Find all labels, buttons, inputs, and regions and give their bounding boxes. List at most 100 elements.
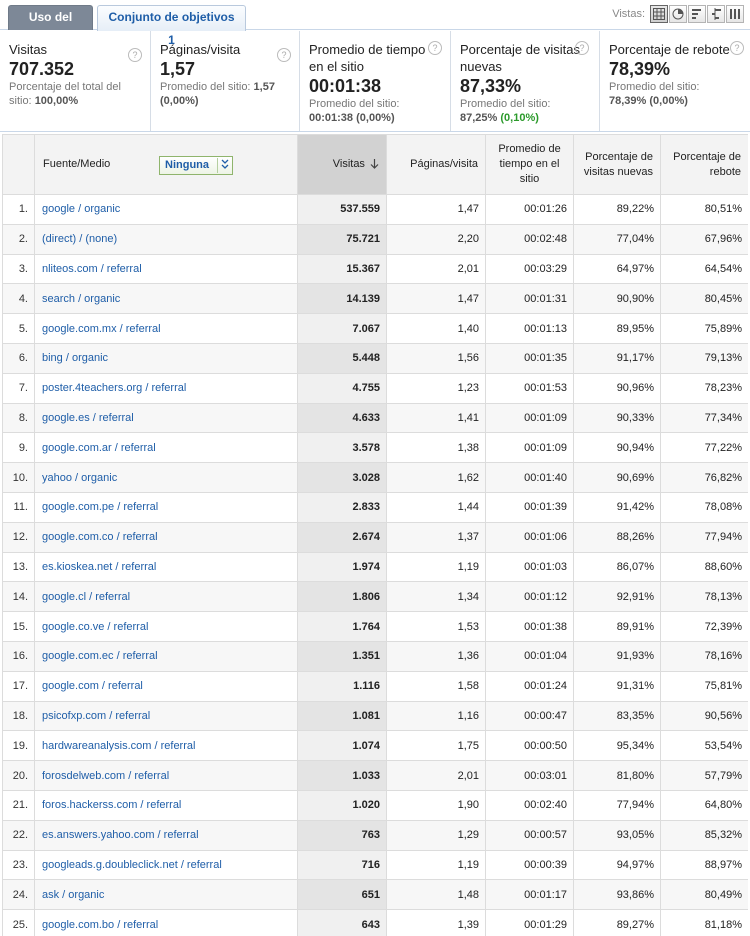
bounce-rate-cell: 72,39%: [660, 611, 748, 642]
source-medium-link[interactable]: foros.hackerss.com / referral: [34, 789, 298, 821]
source-medium-link[interactable]: google / organic: [34, 194, 298, 225]
scorecard-subtext: Promedio del sitio: 00:01:38 (0,00%): [309, 98, 400, 124]
dimension-header[interactable]: Fuente/Medio Ninguna: [34, 134, 298, 195]
row-index: 4.: [2, 283, 35, 315]
source-medium-link[interactable]: bing / organic: [34, 342, 298, 374]
source-medium-link[interactable]: google.com.pe / referral: [34, 491, 298, 523]
source-medium-link[interactable]: psicofxp.com / referral: [34, 700, 298, 732]
source-medium-link[interactable]: google.cl / referral: [34, 581, 298, 613]
source-medium-link[interactable]: es.answers.yahoo.com / referral: [34, 819, 298, 851]
scorecard-subtext: Promedio del sitio: 1,57 (0,00%): [160, 81, 275, 107]
source-medium-link[interactable]: google.com.mx / referral: [34, 313, 298, 344]
new-visits-cell: 89,27%: [573, 909, 661, 936]
source-medium-link[interactable]: es.kioskea.net / referral: [34, 551, 298, 583]
source-medium-link[interactable]: hardwareanalysis.com / referral: [34, 730, 298, 762]
source-medium-link[interactable]: google.es / referral: [34, 402, 298, 434]
avg-time-cell: 00:01:40: [485, 462, 574, 493]
source-medium-link[interactable]: search / organic: [34, 283, 298, 315]
table-view-icon[interactable]: [650, 5, 668, 23]
new-visits-cell: 77,04%: [573, 223, 661, 255]
source-medium-link[interactable]: nliteos.com / referral: [34, 253, 298, 285]
avg-time-cell: 00:01:53: [485, 372, 574, 404]
visits-cell: 3.028: [297, 462, 387, 493]
source-medium-link[interactable]: google.com.bo / referral: [34, 909, 298, 936]
avg-time-cell: 00:00:57: [485, 819, 574, 851]
bounce-rate-cell: 64,80%: [660, 789, 748, 821]
avg-time-cell: 00:01:09: [485, 432, 574, 464]
source-medium-link[interactable]: google.co.ve / referral: [34, 611, 298, 642]
new-visits-cell: 64,97%: [573, 253, 661, 285]
performance-view-icon[interactable]: [688, 5, 706, 23]
new-visits-cell: 89,22%: [573, 194, 661, 225]
visits-cell: 7.067: [297, 313, 387, 344]
pivot-view-icon[interactable]: [726, 5, 744, 23]
table-row: 17. google.com / referral 1.116 1,58 00:01:2…: [2, 670, 748, 702]
new-visits-cell: 83,35%: [573, 700, 661, 732]
visits-cell: 643: [297, 909, 387, 936]
bounce-rate-cell: 88,60%: [660, 551, 748, 583]
table-row: 5. google.com.mx / referral 7.067 1,40 00:01…: [2, 313, 748, 344]
source-medium-link[interactable]: google.com / referral: [34, 670, 298, 702]
source-medium-link[interactable]: google.com.ec / referral: [34, 640, 298, 672]
scorecard-bounce-rate: Porcentaje de rebote 78,39% Promedio del…: [600, 31, 750, 131]
source-medium-link[interactable]: yahoo / organic: [34, 462, 298, 493]
avg-time-cell: 00:01:26: [485, 194, 574, 225]
table-row: 20. forosdelweb.com / referral 1.033 2,01 00…: [2, 760, 748, 791]
table-row: 24. ask / organic 651 1,48 00:01:17 93,86% 80,…: [2, 879, 748, 911]
avg-time-cell: 00:01:39: [485, 491, 574, 523]
comparison-view-icon[interactable]: [707, 5, 725, 23]
help-icon[interactable]: ?: [128, 48, 142, 62]
table-row: 21. foros.hackerss.com / referral 1.020 1,9…: [2, 789, 748, 821]
source-medium-link[interactable]: google.com.ar / referral: [34, 432, 298, 464]
scorecard-visits: Visitas 707.352 Porcentaje del total del…: [0, 31, 151, 131]
table-row: 23. googleads.g.doubleclick.net / referra…: [2, 849, 748, 881]
scorecard-title: Promedio de tiempo en el sitio: [309, 42, 426, 74]
bounce-rate-header[interactable]: Porcentaje de rebote: [660, 134, 748, 195]
source-medium-link[interactable]: googleads.g.doubleclick.net / referral: [34, 849, 298, 881]
pages-per-visit-cell: 1,34: [386, 581, 486, 613]
help-icon[interactable]: ?: [575, 41, 589, 55]
pages-per-visit-cell: 1,44: [386, 491, 486, 523]
new-visits-cell: 91,31%: [573, 670, 661, 702]
visits-header[interactable]: Visitas: [297, 134, 387, 195]
new-visits-cell: 89,91%: [573, 611, 661, 642]
new-visits-cell: 77,94%: [573, 789, 661, 821]
source-medium-link[interactable]: google.com.co / referral: [34, 521, 298, 553]
visits-cell: 1.020: [297, 789, 387, 821]
avg-time-cell: 00:01:13: [485, 313, 574, 344]
source-medium-link[interactable]: (direct) / (none): [34, 223, 298, 255]
table-row: 13. es.kioskea.net / referral 1.974 1,19 00:…: [2, 551, 748, 583]
pages-per-visit-header[interactable]: Páginas/visita: [386, 134, 486, 195]
visits-cell: 651: [297, 879, 387, 911]
scorecard-subtext: Porcentaje del total del sitio: 100,00%: [9, 81, 121, 107]
new-visits-header[interactable]: Porcentaje de visitas nuevas: [573, 134, 661, 195]
visits-cell: 3.578: [297, 432, 387, 464]
avg-time-header[interactable]: Promedio de tiempo en el sitio: [485, 134, 574, 195]
new-visits-cell: 91,17%: [573, 342, 661, 374]
tab-goal-set-1[interactable]: Conjunto de objetivos 1: [97, 5, 246, 47]
pages-per-visit-cell: 1,47: [386, 283, 486, 315]
pages-per-visit-cell: 1,90: [386, 789, 486, 821]
avg-time-cell: 00:01:03: [485, 551, 574, 583]
avg-time-cell: 00:00:50: [485, 730, 574, 762]
source-medium-link[interactable]: forosdelweb.com / referral: [34, 760, 298, 791]
visits-cell: 1.764: [297, 611, 387, 642]
avg-time-cell: 00:01:04: [485, 640, 574, 672]
bounce-rate-cell: 88,97%: [660, 849, 748, 881]
help-icon[interactable]: ?: [428, 41, 442, 55]
secondary-dimension-select[interactable]: Ninguna: [159, 156, 233, 175]
help-icon[interactable]: ?: [730, 41, 744, 55]
help-icon[interactable]: ?: [277, 48, 291, 62]
row-index: 13.: [2, 551, 35, 583]
visits-cell: 4.755: [297, 372, 387, 404]
avg-time-cell: 00:02:48: [485, 223, 574, 255]
source-medium-link[interactable]: ask / organic: [34, 879, 298, 911]
pie-view-icon[interactable]: [669, 5, 687, 23]
source-medium-link[interactable]: poster.4teachers.org / referral: [34, 372, 298, 404]
new-visits-cell: 95,34%: [573, 730, 661, 762]
bounce-rate-cell: 77,94%: [660, 521, 748, 553]
scorecard-pages-per-visit: Páginas/visita 1,57 Promedio del sitio: …: [151, 31, 300, 131]
visits-cell: 5.448: [297, 342, 387, 374]
row-index: 16.: [2, 640, 35, 672]
tab-site-usage[interactable]: Uso del sitio: [8, 5, 93, 47]
